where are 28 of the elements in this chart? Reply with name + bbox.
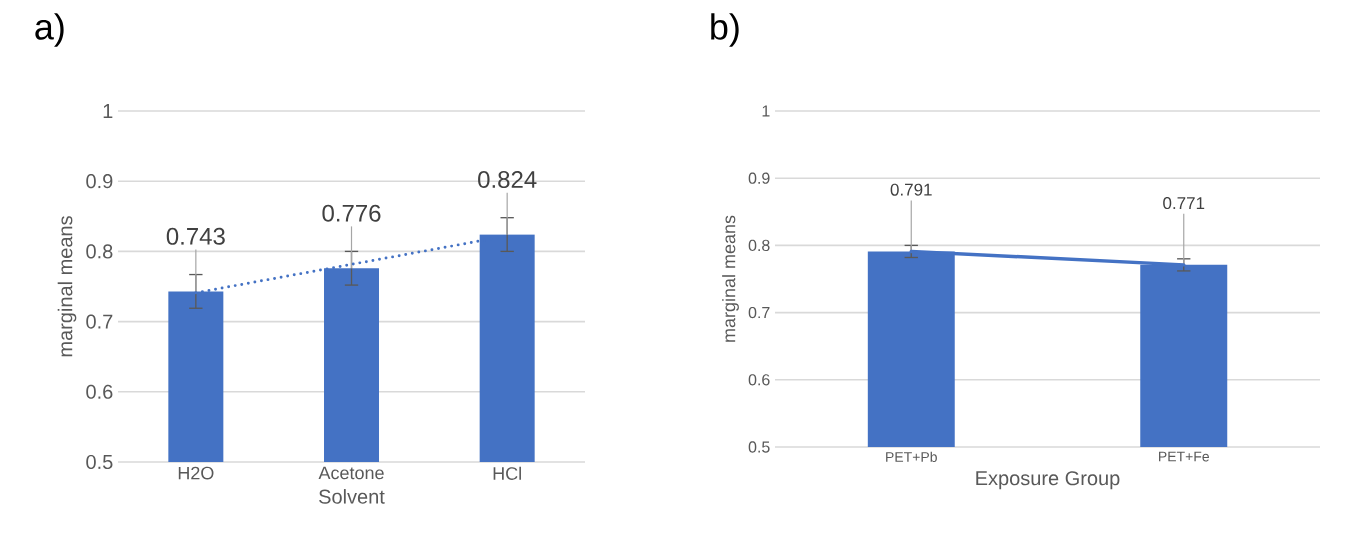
x-tick-label: PET+Fe xyxy=(1159,451,1209,462)
y-tick-label: 0.7 xyxy=(86,314,113,329)
y-tick-label: 0.8 xyxy=(748,239,770,252)
y-tick-label: 0.6 xyxy=(86,384,113,399)
y-tick-label: 1 xyxy=(103,104,113,118)
y-tick-label: 0.7 xyxy=(748,306,770,319)
x-tick-label: HCl xyxy=(493,466,521,480)
x-axis-title: Solvent xyxy=(319,489,385,504)
chart-title: a) xyxy=(35,13,64,47)
data-label: 0.743 xyxy=(166,227,225,245)
data-label: 0.771 xyxy=(1163,197,1205,210)
data-label: 0.776 xyxy=(322,204,381,222)
y-tick-label: 0.9 xyxy=(748,172,770,184)
data-label: 0.791 xyxy=(890,183,932,196)
x-axis-title: Exposure Group xyxy=(976,471,1120,490)
x-tick-label: Acetone xyxy=(318,466,384,480)
data-label: 0.824 xyxy=(478,170,537,188)
y-tick-label: 0.9 xyxy=(86,174,113,189)
y-axis-title: marginal means xyxy=(722,215,739,342)
y-axis-title: marginal means xyxy=(57,216,77,357)
y-tick-label: 0.6 xyxy=(748,374,770,386)
y-tick-label: 0.8 xyxy=(86,244,113,259)
y-tick-label: 0.5 xyxy=(748,441,770,453)
y-tick-label: 1 xyxy=(762,105,770,117)
y-tick-label: 0.5 xyxy=(86,454,113,470)
x-tick-label: H2O xyxy=(178,466,214,480)
x-tick-label: PET+Pb xyxy=(886,451,937,462)
chart-title: b) xyxy=(711,13,739,47)
